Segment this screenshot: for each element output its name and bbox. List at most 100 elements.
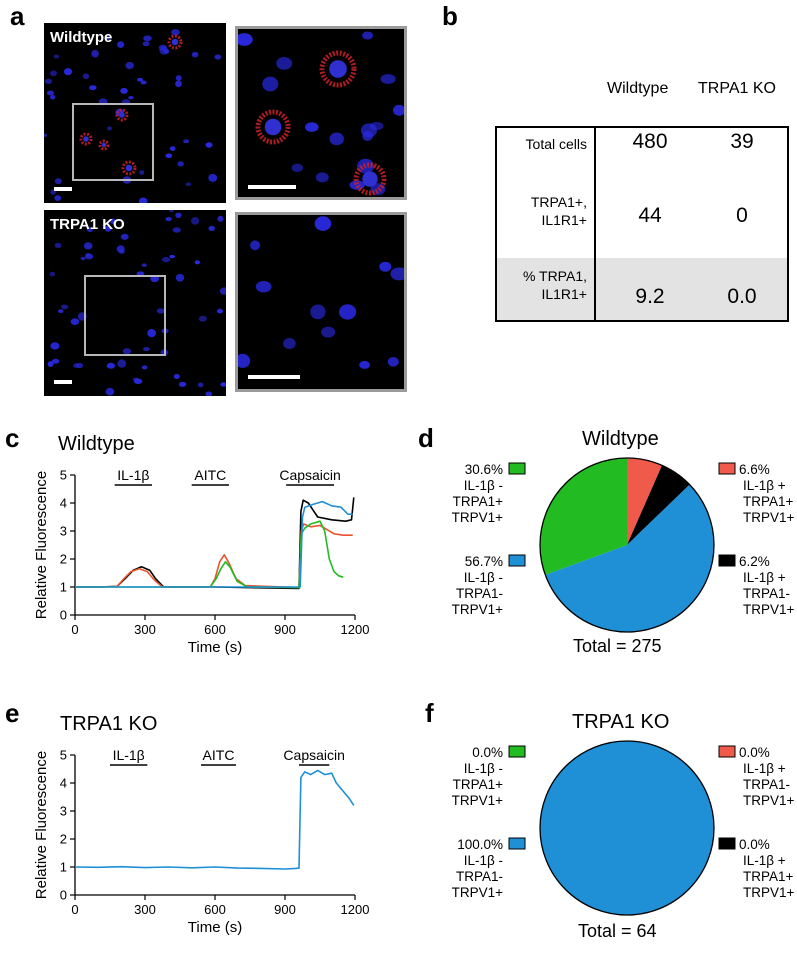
legend-swatch [718, 745, 736, 758]
nucleus [50, 70, 57, 77]
nucleus [101, 142, 107, 148]
table-row-label: TRPA1+, IL1R1+ [530, 194, 587, 228]
nucleus [191, 217, 200, 225]
nucleus [362, 31, 374, 40]
cell-count-table: Total cells TRPA1+, IL1R1+ % TRPA1, IL1R1+… [495, 126, 789, 322]
nucleus [54, 195, 62, 201]
nucleus [125, 164, 133, 172]
legend-label: TRPA1+ [743, 869, 794, 884]
nucleus [80, 256, 86, 261]
scale-bar-zoom [248, 375, 300, 379]
zoom-region-box [84, 275, 166, 356]
nucleus [142, 41, 150, 47]
legend-label: IL-1β - [464, 853, 503, 868]
scale-bar [54, 380, 72, 384]
nucleus [217, 215, 224, 222]
legend-swatch [508, 462, 526, 475]
nucleus [238, 353, 251, 368]
nucleus [291, 163, 303, 172]
chart-d-title: Wildtype [582, 428, 659, 450]
red-stained-cell [319, 50, 357, 88]
legend-label: TRPV1+ [452, 510, 504, 525]
legend-label: TRPA1+ [453, 494, 504, 509]
y-tick-label: 5 [60, 748, 67, 763]
stimulus-label: Capsaicin [279, 467, 340, 483]
stimulus-label: IL-1β [113, 747, 145, 763]
wildtype-image-label: Wildtype [50, 29, 113, 46]
panel-letter-e: e [5, 698, 20, 728]
y-tick-label: 3 [60, 524, 67, 539]
table-cell: 39 [730, 130, 754, 153]
nucleus [53, 54, 60, 59]
nucleus [387, 357, 399, 367]
nucleus [262, 76, 279, 92]
nucleus [50, 342, 60, 350]
nucleus [264, 118, 282, 136]
x-tick-label: 1200 [341, 622, 370, 637]
pie-d-total: Total = 275 [573, 636, 662, 656]
nucleus [362, 171, 378, 187]
scale-bar [54, 187, 72, 191]
nucleus [104, 225, 112, 232]
y-tick-label: 1 [60, 580, 67, 595]
nucleus [329, 60, 347, 78]
series-line-black [75, 497, 355, 590]
y-tick-label: 5 [60, 468, 67, 483]
nucleus [54, 242, 62, 249]
x-tick-label: 900 [274, 622, 296, 637]
nucleus [46, 90, 54, 96]
chart-f-title: TRPA1 KO [572, 711, 670, 733]
panel-letter-f: f [425, 698, 434, 728]
nucleus [172, 227, 181, 233]
stimulus-label: AITC [194, 467, 226, 483]
x-tick-label: 300 [134, 902, 156, 917]
fluorescence-trace-wildtype: 0 1 2 3 4 5 0 300 600 900 1200 Time (s) Relative Flu… [33, 467, 370, 656]
nucleus [61, 304, 69, 310]
y-tick-label: 1 [60, 860, 67, 875]
pie-slice [540, 458, 627, 575]
y-tick-label: 0 [60, 888, 67, 903]
table-cell: 0.0 [727, 285, 757, 308]
nucleus [51, 358, 60, 364]
nucleus [162, 256, 171, 263]
nucleus [73, 363, 79, 368]
table-cell: 480 [632, 130, 668, 153]
cell-stain-trpa1-ko-zoom [238, 216, 404, 369]
table-row-label: % TRPA1, IL1R1+ [522, 268, 587, 302]
micrograph-trpa1-ko: TRPA1 KO [44, 210, 226, 396]
legend-label: TRPA1- [456, 869, 503, 884]
legend-label: 56.7% [465, 554, 503, 569]
red-stained-cell [255, 109, 291, 145]
nucleus [349, 180, 365, 190]
legend-swatch [508, 554, 526, 567]
legend-label: 6.2% [739, 554, 770, 569]
legend-label: 0.0% [739, 745, 770, 760]
nucleus [139, 170, 145, 175]
nucleus [91, 49, 99, 58]
nucleus [143, 347, 150, 352]
nucleus [86, 226, 94, 233]
legend-label: IL-1β + [743, 853, 786, 868]
legend-label: TRPV1+ [452, 885, 504, 900]
nucleus [216, 308, 223, 314]
nucleus [106, 362, 116, 369]
x-tick-label: 1200 [341, 902, 370, 917]
pie-chart-wildtype: 30.6%IL-1β -TRPA1+TRPV1+6.6%IL-1β +TRPA1… [452, 457, 795, 633]
panel-letter-b: b [442, 1, 458, 31]
nucleus [175, 75, 182, 81]
nucleus [44, 78, 52, 84]
nucleus [49, 271, 55, 277]
nucleus [44, 133, 47, 138]
series-line-red [75, 523, 353, 589]
legend-label: IL-1β - [464, 761, 503, 776]
nucleus [82, 73, 90, 80]
nucleus [122, 348, 132, 355]
nucleus [380, 74, 396, 84]
pie-outline [539, 457, 715, 633]
pie-chart-trpa1-ko: 0.0%IL-1β -TRPA1+TRPV1+0.0%IL-1β +TRPA1-… [452, 740, 795, 916]
legend-label: TRPV1+ [743, 793, 795, 808]
legend-label: 100.0% [457, 837, 503, 852]
stimulus-label: Capsaicin [283, 747, 344, 763]
nucleus [175, 273, 185, 282]
red-stained-cell [167, 34, 183, 50]
